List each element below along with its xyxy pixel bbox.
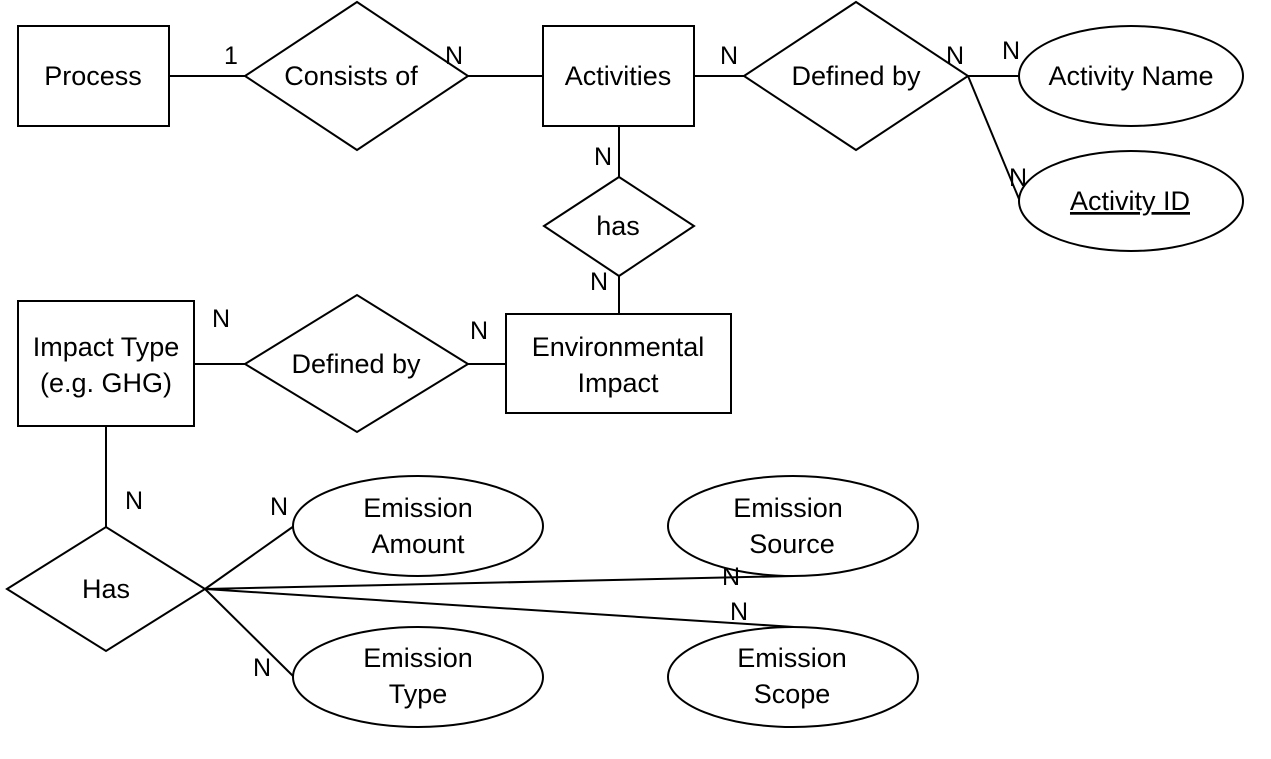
attribute-activity-name-label: Activity Name (1048, 61, 1213, 91)
cardinality-has-type: N (253, 654, 271, 682)
entity-activities[interactable]: Activities (542, 25, 695, 127)
entity-environmental-impact[interactable]: Environmental Impact (505, 313, 732, 414)
cardinality-defined-environmental: N (470, 317, 488, 345)
attribute-emission-type[interactable]: Emission Type (292, 626, 544, 728)
entity-impact-type[interactable]: Impact Type (e.g. GHG) (17, 300, 195, 427)
attribute-activity-name[interactable]: Activity Name (1018, 25, 1244, 127)
attribute-emission-type-label-line2: Type (389, 679, 448, 709)
cardinality-activities-has: N (594, 143, 612, 171)
entity-process[interactable]: Process (17, 25, 170, 127)
cardinality-consists-activities: N (445, 42, 463, 70)
cardinality-activities-defined: N (720, 42, 738, 70)
entity-activities-label: Activities (565, 61, 672, 91)
entity-impact-type-label-line1: Impact Type (33, 332, 180, 362)
cardinality-has-environmental: N (590, 268, 608, 296)
attribute-emission-scope-label-line1: Emission (737, 643, 847, 673)
cardinality-labels: 1 N N N N N N N N N N N N N N (125, 37, 1027, 682)
attribute-emission-scope-label-line2: Scope (754, 679, 831, 709)
attribute-emission-amount-label-line1: Emission (363, 493, 473, 523)
relationship-has-emission[interactable]: Has (5, 525, 207, 653)
attribute-activity-id[interactable]: Activity ID (1018, 150, 1244, 252)
edge-has-source (204, 575, 795, 590)
attribute-emission-amount[interactable]: Emission Amount (292, 475, 544, 577)
relationship-has-emission-label: Has (82, 574, 130, 604)
attribute-emission-source-label-line2: Source (749, 529, 835, 559)
cardinality-defined-name-b: N (1002, 37, 1020, 65)
entity-impact-type-label-line2: (e.g. GHG) (40, 368, 172, 398)
relationship-defined-by-activity[interactable]: Defined by (742, 0, 970, 152)
relationship-consists-of[interactable]: Consists of (243, 0, 470, 152)
attribute-emission-type-label-line1: Emission (363, 643, 473, 673)
relationship-has-impact-label: has (596, 211, 640, 241)
edge-has-scope (204, 588, 795, 628)
attribute-emission-source-label-line1: Emission (733, 493, 843, 523)
relationship-has-impact[interactable]: has (542, 175, 696, 278)
attribute-emission-scope[interactable]: Emission Scope (667, 626, 919, 728)
edge-has-amount (204, 525, 295, 590)
edge-has-type (204, 588, 295, 678)
relationship-defined-by-impact-label: Defined by (291, 349, 421, 379)
cardinality-impacttype-has: N (125, 487, 143, 515)
attribute-emission-amount-label-line2: Amount (371, 529, 465, 559)
relationship-consists-of-label: Consists of (284, 61, 418, 91)
entity-environmental-impact-label-line1: Environmental (532, 332, 705, 362)
cardinality-defined-name-a: N (946, 42, 964, 70)
cardinality-process-consists: 1 (224, 42, 238, 70)
edge-defined-activity-id (967, 75, 1020, 200)
entity-environmental-impact-label-line2: Impact (577, 368, 659, 398)
cardinality-impacttype-defined: N (212, 305, 230, 333)
cardinality-has-scope: N (730, 598, 748, 626)
relationship-defined-by-activity-label: Defined by (791, 61, 921, 91)
attribute-emission-source[interactable]: Emission Source (667, 475, 919, 577)
cardinality-has-amount: N (270, 493, 288, 521)
entity-process-label: Process (44, 61, 142, 91)
attribute-activity-id-label: Activity ID (1070, 186, 1190, 216)
cardinality-defined-id: N (1009, 164, 1027, 192)
relationship-defined-by-impact[interactable]: Defined by (243, 293, 470, 434)
connectors (105, 75, 1020, 678)
cardinality-has-source: N (722, 563, 740, 591)
